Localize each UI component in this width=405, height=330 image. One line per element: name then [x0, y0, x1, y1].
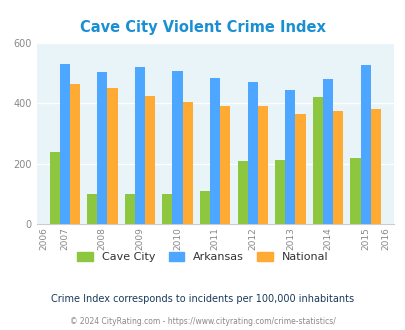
Bar	[257, 106, 267, 224]
Bar	[360, 65, 370, 224]
Bar	[220, 106, 230, 224]
Bar	[209, 78, 220, 224]
Bar	[237, 161, 247, 224]
Bar	[49, 152, 60, 224]
Bar	[322, 79, 332, 224]
Bar	[247, 82, 257, 224]
Bar	[295, 114, 305, 224]
Bar	[275, 160, 285, 224]
Bar	[172, 71, 182, 224]
Legend: Cave City, Arkansas, National: Cave City, Arkansas, National	[73, 248, 332, 267]
Text: Crime Index corresponds to incidents per 100,000 inhabitants: Crime Index corresponds to incidents per…	[51, 294, 354, 304]
Bar	[182, 102, 192, 224]
Bar	[60, 64, 70, 224]
Bar	[70, 84, 80, 224]
Text: © 2024 CityRating.com - https://www.cityrating.com/crime-statistics/: © 2024 CityRating.com - https://www.city…	[70, 317, 335, 326]
Bar	[134, 67, 145, 224]
Bar	[87, 194, 97, 224]
Bar	[162, 194, 172, 224]
Bar	[312, 97, 322, 224]
Bar	[350, 158, 360, 224]
Bar	[332, 111, 342, 224]
Bar	[124, 194, 134, 224]
Text: Cave City Violent Crime Index: Cave City Violent Crime Index	[80, 20, 325, 35]
Bar	[107, 88, 117, 224]
Bar	[285, 90, 295, 224]
Bar	[199, 191, 209, 224]
Bar	[370, 109, 380, 224]
Bar	[97, 72, 107, 224]
Bar	[145, 96, 155, 224]
